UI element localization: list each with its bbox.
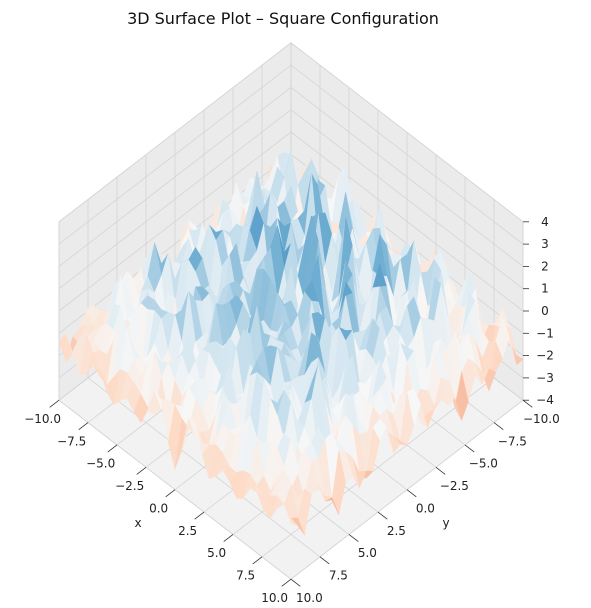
x-tick-label: 7.5 [329, 569, 348, 583]
y-tick-label: −10.0 [24, 412, 61, 426]
y-tick-mark [281, 578, 292, 587]
y-tick-mark [165, 489, 176, 498]
x-axis-label: x [134, 516, 141, 530]
grid-line-z [58, 131, 524, 312]
x-tick-mark [348, 534, 359, 542]
surface-mesh [58, 150, 524, 536]
y-tick-mark [49, 399, 60, 408]
y-tick-mark [78, 422, 89, 431]
z-tick-label: −4 [536, 393, 554, 407]
x-tick-mark [319, 556, 330, 565]
y-tick-label: 5.0 [207, 546, 226, 560]
axes: 10.07.55.02.50.0−2.5−5.0−7.5−10.0−10.0−7… [24, 215, 560, 605]
z-tick-label: 4 [541, 215, 549, 229]
x-tick-label: −2.5 [440, 479, 469, 493]
y-tick-mark [194, 511, 205, 520]
x-tick-mark [464, 444, 475, 453]
y-tick-label: 0.0 [149, 501, 168, 515]
z-tick-label: 2 [541, 259, 549, 273]
z-tick-label: 3 [541, 237, 549, 251]
y-tick-label: 7.5 [236, 569, 255, 583]
grid-line-z [58, 109, 524, 290]
x-tick-label: 2.5 [387, 524, 406, 538]
z-tick-label: −2 [536, 349, 554, 363]
z-tick-label: −1 [536, 326, 554, 340]
x-tick-label: 5.0 [358, 546, 377, 560]
y-tick-label: 10.0 [261, 591, 288, 605]
grid-line-z [58, 64, 524, 245]
grid-line-z [58, 86, 524, 267]
y-tick-mark [252, 556, 263, 565]
y-tick-label: −7.5 [57, 434, 86, 448]
y-tick-mark [107, 444, 118, 453]
z-tick-label: −3 [536, 371, 554, 385]
x-tick-mark [290, 578, 301, 587]
y-tick-label: −2.5 [115, 479, 144, 493]
x-tick-label: −10.0 [523, 412, 560, 426]
surface-patch [284, 502, 298, 527]
x-tick-label: 0.0 [416, 501, 435, 515]
z-tick-label: 1 [541, 282, 549, 296]
x-tick-mark [493, 422, 504, 431]
y-axis-label: y [442, 516, 449, 530]
x-tick-label: −5.0 [469, 457, 498, 471]
y-tick-label: −5.0 [86, 457, 115, 471]
y-tick-mark [223, 534, 234, 542]
x-tick-mark [522, 399, 533, 408]
x-tick-mark [406, 489, 417, 498]
x-tick-label: −7.5 [498, 434, 527, 448]
x-tick-mark [377, 511, 388, 520]
chart-title: 3D Surface Plot – Square Configuration [127, 9, 439, 28]
y-tick-label: 2.5 [178, 524, 197, 538]
grid-line-z [58, 42, 524, 223]
x-tick-mark [435, 467, 446, 475]
y-tick-mark [136, 467, 147, 475]
z-tick-label: 0 [541, 304, 549, 318]
x-tick-label: 10.0 [296, 591, 323, 605]
